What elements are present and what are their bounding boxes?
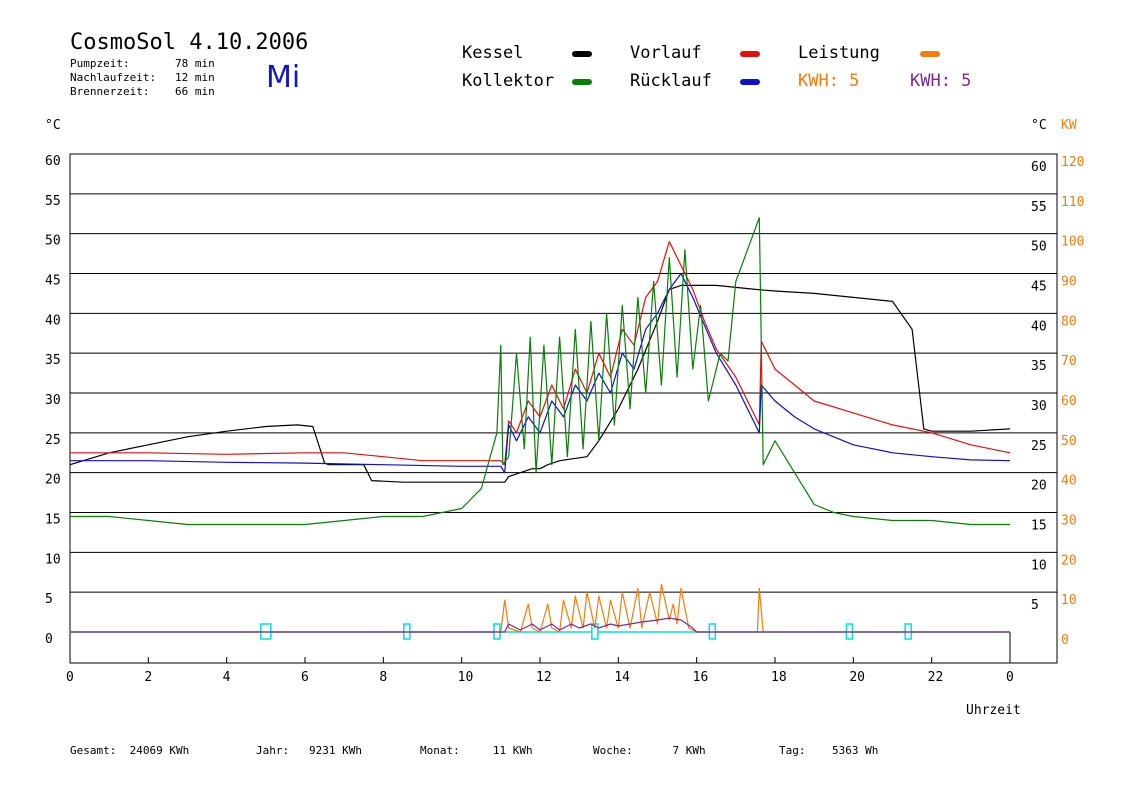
footer-woche: Woche: 7 KWh [593,744,706,757]
x-tick-label: 6 [301,670,309,685]
y-tick-label-right: 15 [1031,519,1047,534]
footer-tag: Tag: 5363 Wh [779,744,879,757]
y-tick-label-right: 50 [1031,240,1047,255]
series-line-leistung [70,583,1010,633]
y2-tick-label: 30 [1061,514,1077,529]
stat-label-brennerzeit: Brennerzeit: [70,85,150,98]
y2-tick-label: 40 [1061,474,1077,489]
x-tick-label: 2 [144,670,152,685]
legend-swatch-ruecklauf [740,79,760,85]
legend-swatch-kessel [572,51,592,57]
x-tick-label: 10 [458,670,474,685]
y2-tick-label: 50 [1061,434,1077,449]
y2-tick-label: 90 [1061,275,1077,290]
y-tick-label-left: 5 [45,592,53,607]
y-tick-label-left: 20 [45,473,61,488]
legend-kwh-2: KWH: 5 [910,71,972,91]
y2-tick-label: 80 [1061,314,1077,329]
x-tick-label: 22 [928,670,944,685]
x-tick-label: 14 [614,670,630,685]
y2-tick-label: 70 [1061,354,1077,369]
x-tick-label: 0 [66,670,74,685]
y-tick-label-right: 10 [1031,558,1047,573]
series-line-r-cklauf [70,272,1011,474]
y-tick-label-right: 40 [1031,319,1047,334]
legend-swatch-vorlauf [740,51,760,57]
x-tick-label: 20 [849,670,865,685]
y-axis-unit-left: °C [45,118,61,133]
series-line-kwh-2 [70,617,1010,633]
x-tick-label: 4 [223,670,231,685]
x-tick-label: 8 [379,670,387,685]
y-tick-label-left: 45 [45,274,61,289]
y-tick-label-right: 60 [1031,160,1047,175]
y2-tick-label: 110 [1061,195,1084,210]
y-tick-label-left: 40 [45,313,61,328]
stat-value-nachlaufzeit: 12 min [175,71,215,84]
stat-label-pumpzeit: Pumpzeit: [70,57,130,70]
series-line-kessel [69,284,1011,483]
legend-swatch-leistung [920,51,940,57]
y-tick-label-right: 5 [1031,598,1039,613]
series-line-vorlauf [70,241,1011,466]
y-tick-label-left: 15 [45,513,61,528]
weekday-label: Mi [266,60,301,95]
y-tick-label-right: 20 [1031,479,1047,494]
y-tick-label-right: 35 [1031,359,1047,374]
y-tick-label-right: 30 [1031,399,1047,414]
y2-tick-label: 0 [1061,633,1069,648]
legend-label-ruecklauf: Rücklauf [630,71,712,91]
legend-label-leistung: Leistung [798,43,880,63]
x-tick-label: 0 [1006,670,1014,685]
y2-tick-label: 60 [1061,394,1077,409]
y-tick-label-left: 30 [45,393,61,408]
y-tick-label-left: 60 [45,154,61,169]
y2-tick-label: 20 [1061,553,1077,568]
legend-label-vorlauf: Vorlauf [630,43,702,63]
y-tick-label-right: 55 [1031,200,1047,215]
legend-label-kessel: Kessel [462,43,524,63]
stat-value-brennerzeit: 66 min [175,85,215,98]
y2-tick-label: 100 [1061,235,1084,250]
x-tick-label: 12 [536,670,552,685]
stat-value-pumpzeit: 78 min [175,57,215,70]
footer-jahr: Jahr: 9231 KWh [256,744,362,757]
x-tick-label: 18 [771,670,787,685]
x-tick-label: 16 [693,670,709,685]
legend-swatch-kollektor [572,79,592,85]
y-axis-unit-kw: KW [1061,118,1077,133]
y-tick-label-right: 45 [1031,280,1047,295]
y-tick-label-left: 25 [45,433,61,448]
y-axis-unit-right: °C [1031,118,1047,133]
y2-tick-label: 10 [1061,593,1077,608]
y-tick-label-left: 35 [45,353,61,368]
y-tick-label-left: 55 [45,194,61,209]
x-axis-label: Uhrzeit [966,703,1021,718]
series-line-kollektor [70,217,1010,526]
y-tick-label-left: 50 [45,234,61,249]
stat-label-nachlaufzeit: Nachlaufzeit: [70,71,157,84]
y-tick-label-left: 10 [45,552,61,567]
y-tick-label-left: 0 [45,632,53,647]
footer-monat: Monat: 11 KWh [420,744,533,757]
y2-tick-label: 120 [1061,155,1084,170]
legend-kwh-1: KWH: 5 [798,71,860,91]
chart-title: CosmoSol 4.10.2006 [70,30,309,55]
y-tick-label-right: 25 [1031,439,1047,454]
legend-label-kollektor: Kollektor [462,71,555,91]
footer-gesamt: Gesamt: 24069 KWh [70,744,190,757]
